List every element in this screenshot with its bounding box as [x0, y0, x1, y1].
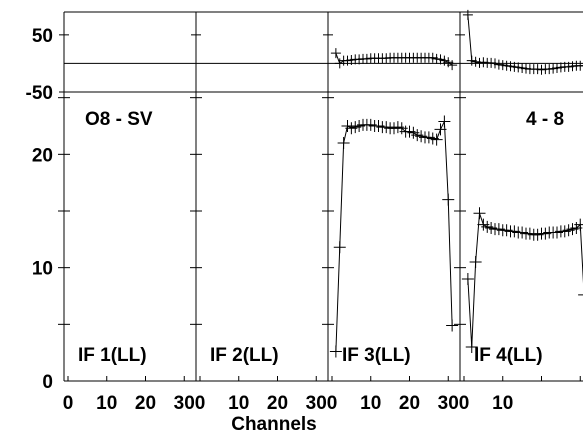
y-tick-label-phase: -50 [26, 83, 53, 104]
amplitude-point [578, 294, 583, 296]
x-tick-label: 10 [360, 393, 381, 414]
text-labels: O8 - SV 4 - 8 Channels 0 10 20 50 -50 0 10 20 30… [26, 26, 565, 434]
x-tick-label: 0 [195, 393, 206, 414]
amplitude-point [329, 345, 342, 358]
phase-point [513, 62, 524, 73]
phase-point [521, 63, 531, 74]
phase-point [490, 58, 500, 69]
phase-point [548, 63, 559, 74]
x-tick-label: 20 [267, 393, 288, 414]
phase-point [567, 61, 578, 72]
amplitude-point [333, 241, 346, 254]
amplitude-point [438, 115, 451, 128]
phase-point [544, 64, 555, 75]
x-tick-label: 10 [492, 393, 513, 414]
x-tick-label: 30 [174, 393, 195, 414]
x-tick-label: 0 [63, 393, 74, 414]
phase-point [462, 9, 473, 20]
y-tick-label: 10 [32, 259, 53, 280]
x-tick-label: 20 [399, 393, 420, 414]
phase-point [555, 62, 566, 73]
phase-point [552, 63, 562, 73]
x-tick-label: 0 [327, 393, 338, 414]
data-series [329, 9, 583, 358]
amplitude-point [442, 193, 455, 206]
amplitude-point [461, 273, 474, 285]
amplitude-point [337, 137, 350, 149]
phase-point [427, 52, 438, 63]
y-tick-label: 0 [42, 372, 53, 393]
y-tick-label: 20 [32, 145, 53, 166]
phase-point [478, 57, 489, 68]
amplitude-point [434, 123, 447, 136]
panel-frames [63, 11, 583, 382]
x-axis-title: Channels [231, 414, 317, 434]
phase-point [497, 60, 508, 71]
phase-point [536, 64, 547, 75]
x-tick-label: 20 [135, 393, 156, 414]
amplitude-point [473, 207, 486, 220]
phase-point [346, 55, 357, 65]
x-tick-label: 30 [438, 393, 459, 414]
phase-point [330, 48, 341, 59]
phase-point [447, 60, 458, 71]
panel-label-if4: IF 4(LL) [474, 345, 543, 366]
x-tick-label: 10 [96, 393, 117, 414]
phase-point [470, 56, 481, 67]
x-tick-label: 10 [228, 393, 249, 414]
x-tick-label: 30 [306, 393, 327, 414]
amplitude-point [430, 133, 443, 146]
phase-point [486, 57, 497, 68]
phase-point [361, 53, 372, 64]
phase-point [579, 65, 583, 67]
phase-line-if4 [467, 14, 583, 71]
amplitude-point [446, 319, 459, 332]
amplitude-line-if3 [335, 121, 453, 352]
phase-point [509, 61, 520, 72]
phase-point [563, 61, 574, 72]
y-tick-label-phase: 50 [32, 26, 53, 47]
phase-point [354, 54, 365, 65]
phase-point [381, 53, 392, 64]
amplitude-point [574, 218, 583, 231]
phase-point [517, 63, 528, 73]
phase-point [505, 61, 516, 72]
axis-ticks [58, 34, 581, 381]
phase-point [431, 53, 442, 64]
phase-point [342, 55, 353, 66]
phase-point [501, 60, 512, 71]
amplitude-point [469, 256, 482, 268]
x-tick-label: 0 [459, 393, 470, 414]
panel-label-if2: IF 2(LL) [210, 345, 279, 366]
phase-point [493, 59, 504, 70]
amplitude-point [465, 341, 478, 353]
plot-title-right: 4 - 8 [526, 109, 564, 130]
phase-point [435, 54, 446, 65]
panel-label-if3: IF 3(LL) [342, 345, 411, 366]
phase-point [439, 55, 450, 66]
panel-label-if1: IF 1(LL) [78, 345, 147, 366]
phase-point [466, 55, 477, 66]
plot-title-left: O8 - SV [85, 109, 153, 130]
